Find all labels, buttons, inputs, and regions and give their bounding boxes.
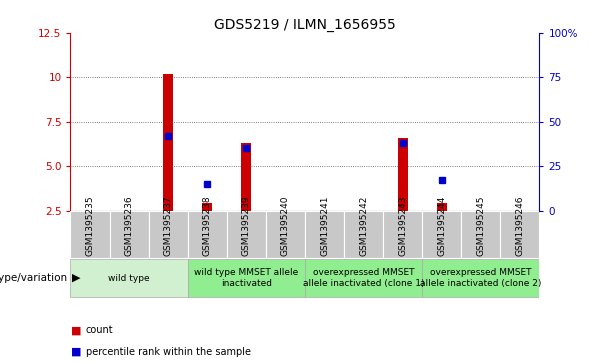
Text: wild type MMSET allele
inactivated: wild type MMSET allele inactivated [194,268,299,288]
Bar [398,138,408,211]
Bar [437,203,447,211]
Text: GSM1395235: GSM1395235 [86,195,94,256]
Bar [344,211,383,258]
Text: genotype/variation: genotype/variation [0,273,67,283]
Text: GSM1395245: GSM1395245 [476,196,485,256]
Bar [383,211,422,258]
Text: GSM1395237: GSM1395237 [164,195,173,256]
Bar [110,211,149,258]
Text: ■: ■ [70,325,81,335]
Text: GSM1395241: GSM1395241 [320,196,329,256]
Text: GSM1395243: GSM1395243 [398,196,407,256]
Bar [188,211,227,258]
Bar [149,211,188,258]
Text: count: count [86,325,113,335]
Bar [227,211,266,258]
Bar [70,259,188,297]
Text: GSM1395238: GSM1395238 [203,195,211,256]
Bar [163,74,173,211]
Text: ▶: ▶ [72,273,80,283]
Text: overexpressed MMSET
allele inactivated (clone 2): overexpressed MMSET allele inactivated (… [420,268,541,288]
Text: GSM1395244: GSM1395244 [437,196,446,256]
Bar [202,203,212,211]
Text: ■: ■ [70,347,81,357]
Text: GSM1395240: GSM1395240 [281,196,290,256]
Text: GSM1395239: GSM1395239 [242,195,251,256]
Bar [188,259,305,297]
Text: GSM1395236: GSM1395236 [124,195,134,256]
Text: GSM1395246: GSM1395246 [516,196,524,256]
Bar [70,211,110,258]
Text: percentile rank within the sample: percentile rank within the sample [86,347,251,357]
Bar [305,211,344,258]
Bar [242,143,251,211]
Bar [500,211,539,258]
Bar [422,211,462,258]
Text: wild type: wild type [109,274,150,282]
Text: GSM1395242: GSM1395242 [359,196,368,256]
Text: overexpressed MMSET
allele inactivated (clone 1): overexpressed MMSET allele inactivated (… [303,268,424,288]
Bar [462,211,500,258]
Title: GDS5219 / ILMN_1656955: GDS5219 / ILMN_1656955 [214,18,396,32]
Bar [266,211,305,258]
Bar [305,259,422,297]
Bar [422,259,539,297]
